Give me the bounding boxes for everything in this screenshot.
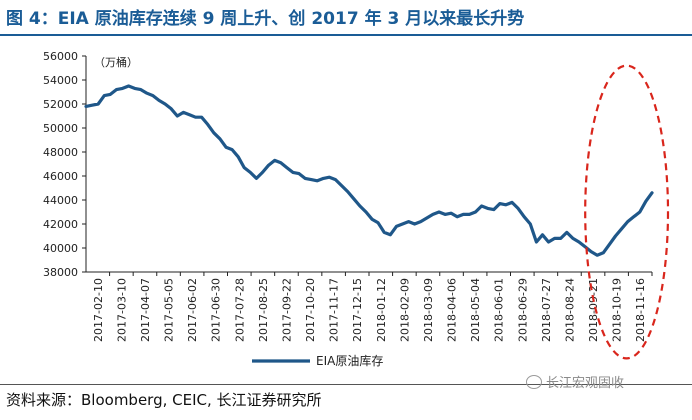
x-tick-label: 2017-11-17 [328,278,341,342]
x-tick-label: 2018-09-21 [587,278,600,342]
chart-title: 图 4：EIA 原油库存连续 9 周上升、创 2017 年 3 月以来最长升势 [6,9,525,29]
y-tick-label: 56000 [43,50,78,63]
x-tick-label: 2018-08-24 [563,278,576,342]
x-tick-label: 2018-06-01 [493,278,506,342]
x-tick-label: 2017-02-10 [92,278,105,342]
x-tick-label: 2017-08-25 [257,278,270,342]
source-note: 资料来源：Bloomberg, CEIC, 长江证券研究所 [6,391,322,409]
wechat-icon [526,375,542,389]
x-tick-label: 2018-02-09 [398,278,411,342]
title-divider [0,34,692,36]
x-tick-label: 2017-10-20 [304,278,317,342]
x-axis-tick-labels: 2017-02-10 2017-03-10 2017-04-07 2017-05-05… [92,278,647,342]
y-tick-label: 44000 [43,194,78,207]
x-tick-label: 2017-04-07 [139,278,152,342]
x-tick-label: 2018-03-09 [422,278,435,342]
y-tick-label: 52000 [43,98,78,111]
y-axis-tick-labels: 38000 40000 42000 44000 46000 48000 50000 52000… [43,50,78,279]
x-tick-label: 2018-05-04 [469,278,482,342]
watermark: 长江宏观固收 [526,372,624,391]
x-tick-label: 2017-09-22 [280,278,293,342]
x-tick-label: 2017-05-05 [163,278,176,342]
y-tick-label: 50000 [43,122,78,135]
x-tick-label: 2018-01-12 [375,278,388,342]
axes [82,55,653,276]
x-tick-label: 2018-04-06 [446,278,459,342]
x-tick-label: 2017-12-15 [351,278,364,342]
y-tick-label: 48000 [43,146,78,159]
x-tick-label: 2017-06-02 [186,278,199,342]
line-chart: 38000 40000 42000 44000 46000 48000 50000 52000… [43,50,670,368]
x-tick-label: 2017-07-28 [233,278,246,342]
highlight-ellipse [584,64,670,360]
x-tick-label: 2018-07-27 [540,278,553,342]
x-tick-label: 2017-06-30 [210,278,223,342]
legend-label: EIA原油库存 [316,353,383,368]
legend: EIA原油库存 [252,353,383,368]
x-tick-label: 2017-03-10 [115,278,128,342]
x-tick-label: 2018-06-29 [516,278,529,342]
y-tick-label: 54000 [43,74,78,87]
series-line-eia [84,84,654,257]
watermark-text: 长江宏观固收 [546,376,625,391]
x-tick-label: 2018-10-19 [611,278,624,342]
source-divider [0,384,692,385]
y-tick-label: 40000 [43,242,78,255]
unit-label: （万桶） [94,55,138,69]
y-tick-label: 42000 [43,218,78,231]
x-tick-label: 2018-11-16 [634,278,647,342]
y-tick-label: 38000 [43,266,78,279]
y-tick-label: 46000 [43,170,78,183]
